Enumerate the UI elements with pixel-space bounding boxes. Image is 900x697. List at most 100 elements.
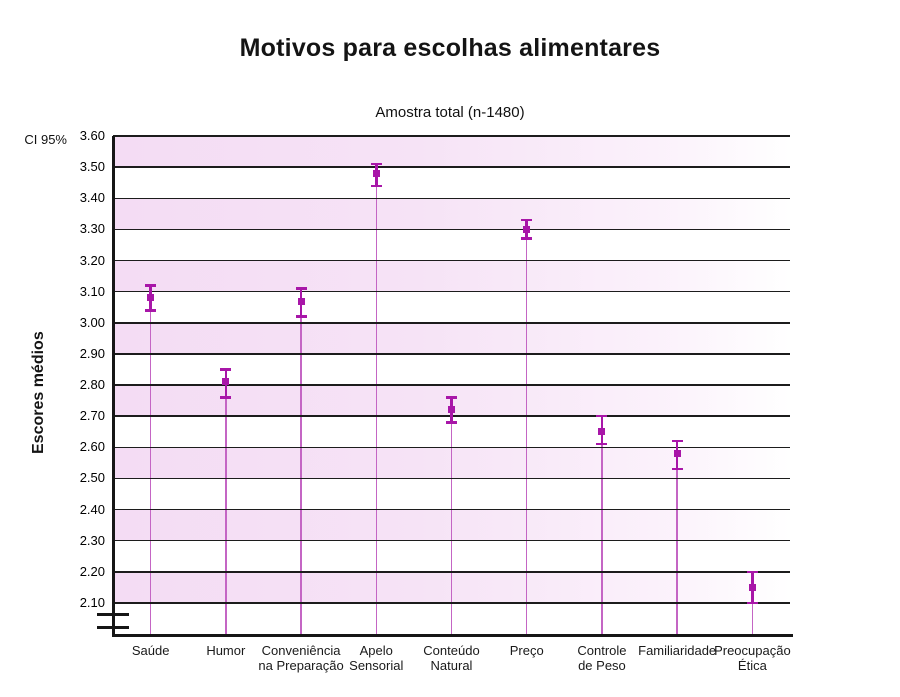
data-point-marker [748, 583, 756, 591]
plot-band [113, 167, 790, 199]
y-tick-label: 2.30 [79, 532, 105, 548]
data-point-marker [222, 378, 230, 386]
x-tick-label-line: Preocupação [714, 643, 791, 658]
y-tick-label: 3.50 [79, 159, 105, 175]
plot-band [113, 353, 790, 386]
y-gridline [113, 322, 790, 324]
drop-line [300, 301, 302, 636]
y-tick-label: 2.50 [79, 470, 105, 486]
error-bar-cap [295, 315, 307, 318]
x-tick-label: Apelo Sensorial [316, 643, 436, 673]
y-tick-label: 2.20 [79, 563, 105, 579]
data-point-marker [297, 297, 305, 305]
error-bar-cap [220, 368, 232, 371]
y-tick-label: 2.70 [79, 408, 105, 424]
error-bar-cap [446, 421, 457, 424]
drop-line [525, 229, 528, 636]
y-tick-label: 2.80 [79, 377, 105, 393]
y-gridline [113, 477, 790, 480]
y-tick-label: 2.90 [79, 345, 105, 361]
chart-title: Motivos para escolhas alimentares [239, 34, 661, 62]
x-tick-label-line: Preço [509, 643, 544, 658]
error-bar-cap [746, 570, 758, 574]
x-tick-label-line: Familiaridade [638, 643, 717, 658]
y-gridline [113, 166, 790, 168]
y-gridline [113, 446, 790, 449]
axis-break-mark [97, 613, 129, 616]
y-gridline [113, 571, 790, 573]
y-gridline [113, 135, 790, 137]
y-tick-label: 3.60 [79, 128, 105, 143]
y-tick-label: 3.10 [79, 283, 105, 299]
y-tick-label: 3.00 [79, 314, 105, 330]
data-point-marker [372, 169, 380, 177]
plot-band [113, 229, 790, 261]
plot-band [113, 136, 790, 168]
y-tick-label: 2.10 [79, 595, 105, 610]
error-bar-cap [446, 396, 457, 399]
error-bar-cap [746, 601, 758, 605]
drop-line [450, 409, 453, 636]
x-tick-label-line: Controle [577, 643, 627, 658]
axis-break-mark [97, 626, 129, 629]
error-bar-cap [671, 439, 683, 443]
y-tick-label: 3.20 [79, 252, 105, 268]
y-gridline [113, 508, 790, 511]
drop-line [601, 431, 603, 636]
plot-band [113, 198, 790, 230]
error-bar-cap [521, 237, 533, 240]
error-bar-cap [370, 184, 382, 188]
error-bar-cap [145, 284, 157, 287]
x-tick-label-line: Saúde [131, 643, 170, 658]
x-tick-label-line: Sensorial [349, 658, 404, 673]
x-tick-label-line: Ética [737, 658, 767, 673]
error-bar-cap [295, 287, 307, 290]
error-bar-cap [596, 414, 608, 418]
x-tick-label-line: Apelo [359, 643, 393, 658]
y-gridline [113, 602, 790, 604]
x-tick-label-line: Humor [206, 643, 246, 658]
data-point-marker [523, 225, 531, 233]
error-bar-cap [596, 442, 608, 446]
y-tick-label: 3.40 [79, 190, 105, 206]
drop-line [751, 587, 754, 636]
data-point-marker [448, 406, 455, 414]
x-tick-label-line: na Preparação [258, 658, 344, 673]
ci-95-label: CI 95% [24, 132, 67, 147]
data-point-marker [147, 294, 155, 302]
x-tick-label: Familiaridade [617, 643, 737, 658]
x-tick-label: Preço [467, 643, 587, 658]
x-tick-label: Preocupação Ética [692, 643, 812, 673]
plot-band [113, 322, 790, 354]
data-point-marker [598, 428, 606, 436]
y-gridline [113, 259, 790, 262]
drop-line [676, 453, 678, 636]
x-axis-line [112, 633, 793, 637]
y-gridline [113, 384, 790, 386]
error-bar-cap [671, 467, 683, 471]
error-bar-cap [521, 218, 533, 222]
y-axis-line [112, 136, 115, 636]
y-gridline [113, 197, 790, 200]
error-bar-cap [145, 309, 157, 312]
drop-line [149, 297, 152, 636]
x-tick-label: Conteúdo Natural [392, 643, 512, 673]
y-tick-label: 3.30 [79, 221, 105, 237]
x-tick-label: Controle de Peso [542, 643, 662, 673]
drop-line [375, 173, 378, 636]
y-gridline [113, 353, 790, 355]
x-tick-label-line: de Peso [578, 658, 626, 673]
x-tick-label: Conveniência na Preparação [241, 643, 361, 673]
y-tick-label: 2.60 [79, 439, 105, 455]
error-bar-cap [220, 396, 232, 399]
x-tick-label-line: Natural [430, 658, 473, 673]
chart-subtitle: Amostra total (n-1480) [375, 104, 525, 121]
plot-band [113, 260, 790, 292]
x-tick-label-line: Conteúdo [423, 643, 480, 658]
x-tick-label: Humor [166, 643, 286, 658]
x-tick-label-line: Conveniência [261, 643, 341, 658]
error-bar-cap [370, 162, 382, 166]
y-gridline [113, 539, 790, 542]
y-tick-label: 2.40 [79, 501, 105, 517]
y-gridline [113, 228, 790, 231]
